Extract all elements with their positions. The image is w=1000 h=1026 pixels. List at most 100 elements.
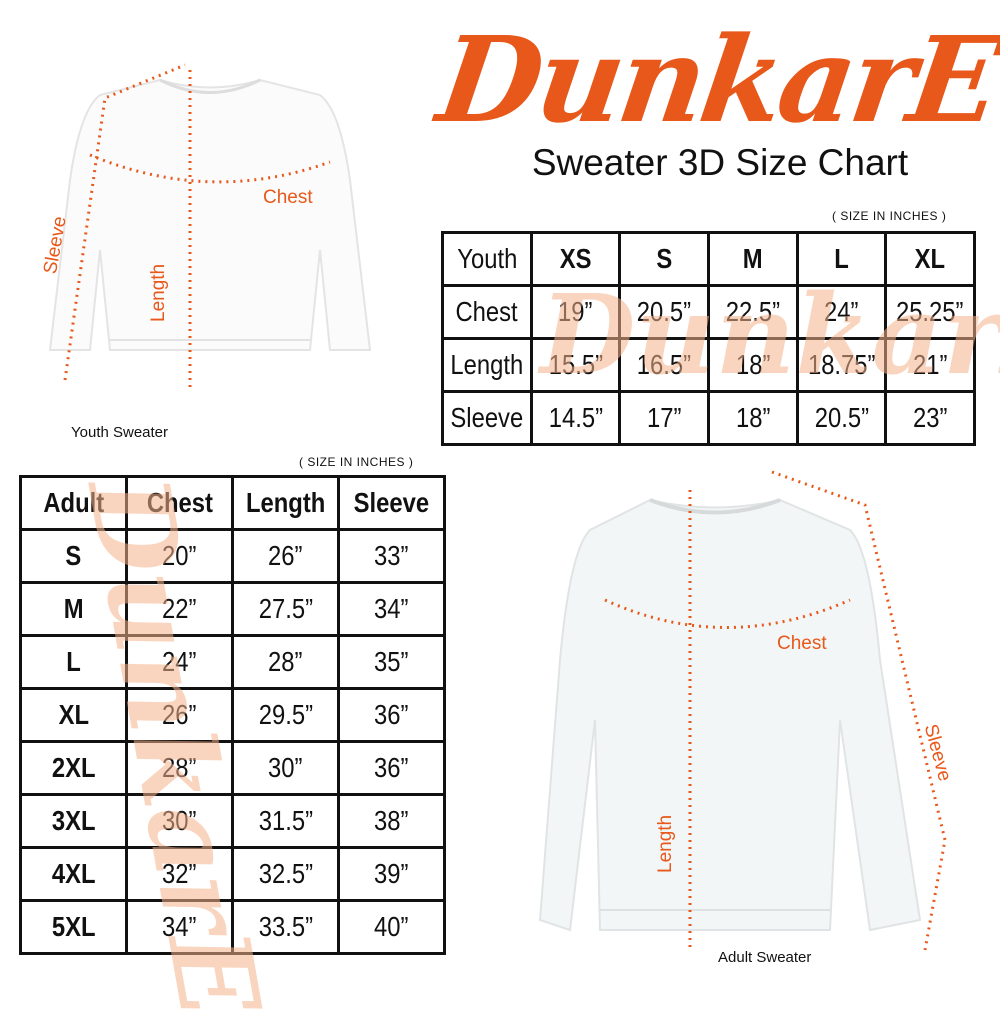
page-title: Sweater 3D Size Chart [531, 142, 909, 183]
value-cell: 19” [529, 284, 622, 340]
value-cell: 28” [125, 740, 234, 796]
cell-text: 26” [162, 699, 197, 730]
youth-chest-label: Chest [263, 187, 313, 208]
value-cell: 35” [337, 634, 446, 690]
value-cell: 24” [125, 634, 234, 690]
cell-text: 30” [162, 805, 197, 836]
adult-chest-label: Chest [777, 633, 827, 654]
cell-text: 17” [646, 402, 682, 433]
cell-text: 38” [374, 805, 409, 836]
row-label-cell: S [19, 528, 128, 584]
cell-text: 20.5” [814, 402, 869, 433]
row-label-cell: 4XL [19, 846, 128, 902]
value-cell: 14.5” [529, 390, 622, 446]
cell-text: 15.5” [548, 349, 603, 380]
value-cell: 28” [231, 634, 340, 690]
value-cell: 34” [337, 581, 446, 637]
cell-text: 33” [374, 540, 409, 571]
cell-text: 2XL [51, 752, 96, 783]
adult-size-table: Adult Chest Length Sleeve S 20” 26” 33” M 22” 27.5… [19, 475, 446, 955]
cell-text: 40” [374, 911, 409, 942]
cell-text: 25.25” [896, 296, 964, 327]
value-cell: 31.5” [231, 793, 340, 849]
value-cell: 30” [125, 793, 234, 849]
value-cell: 38” [337, 793, 446, 849]
cell-text: 21” [912, 349, 948, 380]
cell-text: 20” [162, 540, 197, 571]
header-cell: XL [884, 231, 976, 287]
youth-sweater-caption: Youth Sweater [71, 424, 169, 441]
adult-length-label: Length [655, 814, 676, 873]
cell-text: 35” [374, 646, 409, 677]
cell-text: M [742, 243, 763, 274]
youth-size-table: Youth XS S M L XL Chest 19” 20.5” 22.5” 24” 25.25” L… [441, 231, 976, 446]
cell-text: L [834, 243, 849, 274]
cell-text: 36” [374, 699, 409, 730]
cell-text: 20.5” [637, 296, 692, 327]
brand-logo: DunkarE [430, 10, 1000, 149]
cell-text: S [656, 243, 673, 274]
cell-text: Sleeve [353, 487, 430, 518]
cell-text: Chest [146, 487, 213, 518]
value-cell: 20.5” [618, 284, 710, 340]
value-cell: 33.5” [231, 899, 340, 955]
cell-text: 5XL [51, 911, 96, 942]
cell-text: 4XL [51, 858, 96, 889]
youth-sweater-illustration [48, 63, 372, 388]
adult-sweater-illustration [538, 470, 947, 951]
table-row: 3XL 30” 31.5” 38” [19, 793, 446, 849]
value-cell: 16.5” [618, 337, 710, 393]
cell-text: 19” [558, 296, 593, 327]
cell-text: 33.5” [258, 911, 313, 942]
value-cell: 23” [884, 390, 976, 446]
row-label-cell: L [19, 634, 128, 690]
value-cell: 39” [337, 846, 446, 902]
value-cell: 29.5” [231, 687, 340, 743]
cell-text: 24” [824, 296, 859, 327]
cell-text: 36” [374, 752, 409, 783]
header-cell: Adult [19, 475, 128, 531]
cell-text: Chest [455, 296, 518, 327]
cell-text: 32” [162, 858, 197, 889]
table-row: 5XL 34” 33.5” 40” [19, 899, 446, 955]
row-label-cell: 3XL [19, 793, 128, 849]
cell-text: Length [450, 349, 524, 380]
cell-text: Sleeve [450, 402, 524, 433]
cell-text: 30” [268, 752, 303, 783]
adult-sweater-caption: Adult Sweater [718, 949, 812, 966]
table-row: M 22” 27.5” 34” [19, 581, 446, 637]
value-cell: 33” [337, 528, 446, 584]
value-cell: 30” [231, 740, 340, 796]
cell-text: 18” [735, 349, 770, 380]
row-label-cell: Length [441, 337, 533, 393]
row-label-cell: Sleeve [441, 390, 533, 446]
cell-text: 3XL [51, 805, 96, 836]
header-cell: S [618, 231, 710, 287]
value-cell: 20” [125, 528, 234, 584]
value-cell: 22.5” [706, 284, 799, 340]
value-cell: 40” [337, 899, 446, 955]
table-row: Chest 19” 20.5” 22.5” 24” 25.25” [441, 284, 976, 340]
header-cell: Chest [125, 475, 234, 531]
cell-text: 34” [374, 593, 409, 624]
table-row: Sleeve 14.5” 17” 18” 20.5” 23” [441, 390, 976, 446]
cell-text: L [66, 646, 81, 677]
value-cell: 34” [125, 899, 234, 955]
cell-text: Adult [43, 487, 104, 518]
youth-length-label: Length [148, 263, 169, 322]
value-cell: 22” [125, 581, 234, 637]
header-cell: M [706, 231, 799, 287]
cell-text: 28” [268, 646, 303, 677]
cell-text: 14.5” [548, 402, 603, 433]
cell-text: M [63, 593, 84, 624]
table-header-row: Youth XS S M L XL [441, 231, 976, 287]
header-cell: L [795, 231, 888, 287]
table-row: L 24” 28” 35” [19, 634, 446, 690]
header-cell: Youth [441, 231, 533, 287]
value-cell: 26” [125, 687, 234, 743]
table-row: 2XL 28” 30” 36” [19, 740, 446, 796]
row-label-cell: Chest [441, 284, 533, 340]
value-cell: 18” [706, 390, 799, 446]
cell-text: XL [58, 699, 89, 730]
cell-text: 18” [735, 402, 770, 433]
